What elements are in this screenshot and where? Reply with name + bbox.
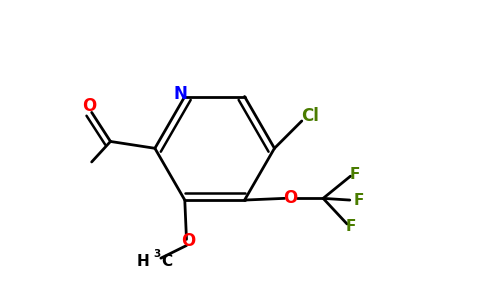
Text: F: F [353, 193, 363, 208]
Text: Cl: Cl [302, 107, 319, 125]
Text: O: O [181, 232, 196, 250]
Text: N: N [174, 85, 188, 103]
Text: O: O [284, 189, 298, 207]
Text: H: H [136, 254, 149, 269]
Text: O: O [82, 97, 96, 115]
Text: C: C [161, 254, 172, 269]
Text: 3: 3 [153, 249, 161, 259]
Text: F: F [349, 167, 360, 182]
Text: F: F [345, 219, 356, 234]
